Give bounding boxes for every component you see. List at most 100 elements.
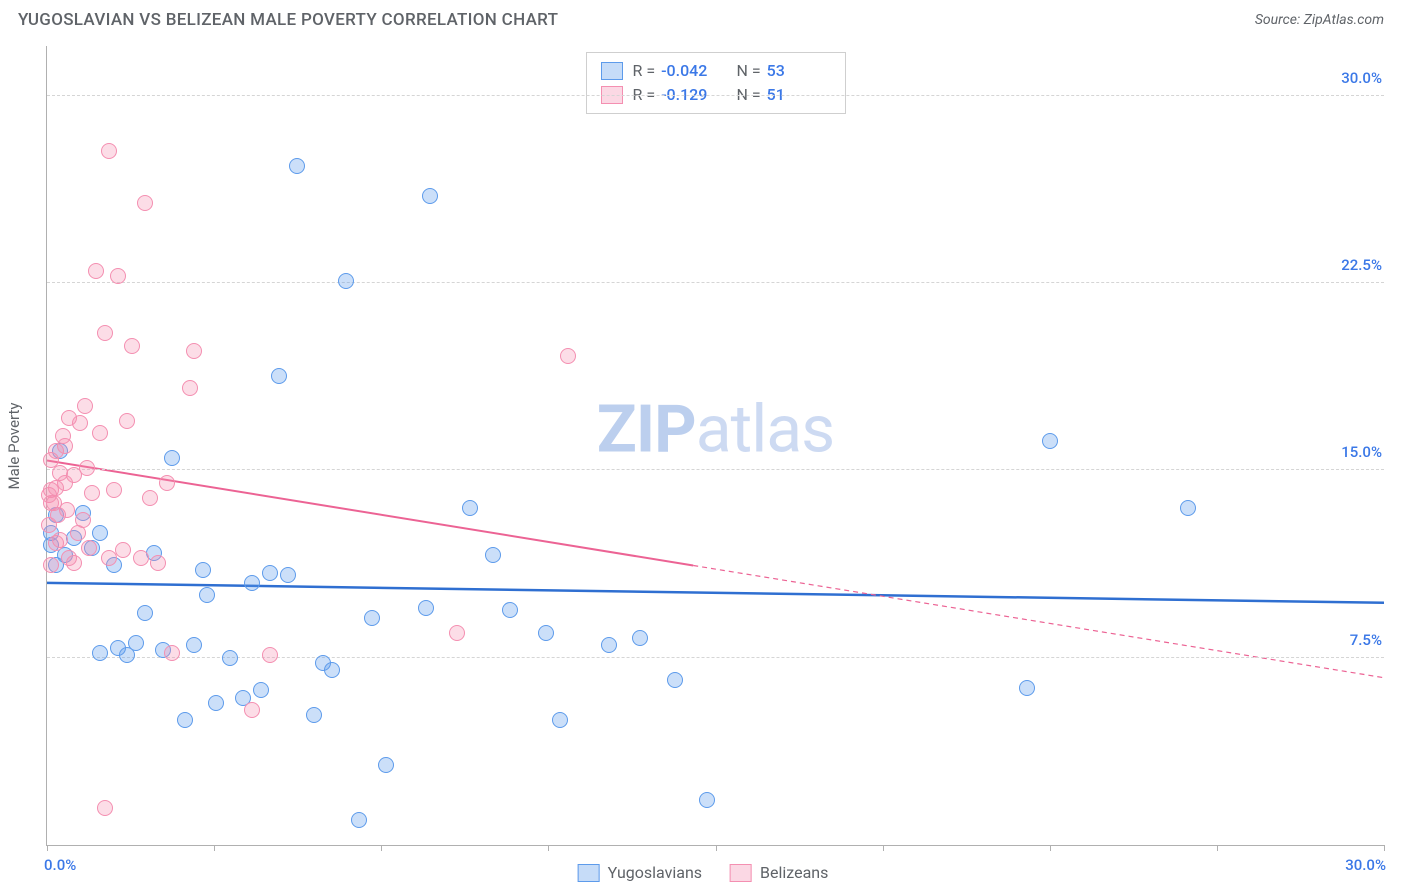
data-point-belizeans	[186, 343, 202, 359]
trend-lines	[47, 46, 1384, 845]
gridline	[47, 282, 1384, 283]
watermark: ZIPatlas	[597, 391, 834, 468]
data-point-yugoslavians	[1042, 433, 1058, 449]
data-point-belizeans	[133, 550, 149, 566]
data-point-yugoslavians	[306, 707, 322, 723]
legend-item-belizeans: Belizeans	[730, 863, 828, 882]
data-point-yugoslavians	[485, 547, 501, 563]
swatch-yugoslavians	[578, 864, 600, 882]
plot-area: ZIPatlas R =-0.042N =53R =-0.129N =51 7.…	[46, 46, 1384, 846]
data-point-belizeans	[75, 512, 91, 528]
gridline	[47, 469, 1384, 470]
data-point-yugoslavians	[418, 600, 434, 616]
data-point-belizeans	[43, 557, 59, 573]
data-point-belizeans	[59, 502, 75, 518]
data-point-belizeans	[182, 380, 198, 396]
corr-row-yugoslavians: R =-0.042N =53	[601, 59, 831, 83]
data-point-yugoslavians	[351, 812, 367, 828]
data-point-yugoslavians	[208, 695, 224, 711]
data-point-yugoslavians	[1180, 500, 1196, 516]
data-point-yugoslavians	[199, 587, 215, 603]
data-point-belizeans	[137, 195, 153, 211]
data-point-belizeans	[560, 348, 576, 364]
data-point-belizeans	[57, 438, 73, 454]
x-tick	[381, 845, 382, 851]
data-point-belizeans	[92, 425, 108, 441]
y-axis-label: Male Poverty	[5, 403, 23, 490]
gridline	[47, 657, 1384, 658]
legend-item-yugoslavians: Yugoslavians	[578, 863, 702, 882]
data-point-belizeans	[77, 398, 93, 414]
data-point-belizeans	[159, 475, 175, 491]
data-point-yugoslavians	[667, 672, 683, 688]
source-credit: Source: ZipAtlas.com	[1255, 12, 1384, 28]
data-point-yugoslavians	[289, 158, 305, 174]
data-point-yugoslavians	[195, 562, 211, 578]
data-point-belizeans	[66, 555, 82, 571]
data-point-yugoslavians	[271, 368, 287, 384]
x-tick	[1217, 845, 1218, 851]
data-point-belizeans	[72, 415, 88, 431]
gridline	[47, 95, 1384, 96]
x-tick	[1384, 845, 1385, 851]
data-point-belizeans	[97, 325, 113, 341]
y-tick-label: 30.0%	[1337, 69, 1386, 87]
data-point-belizeans	[88, 263, 104, 279]
data-point-yugoslavians	[244, 575, 260, 591]
data-point-yugoslavians	[92, 645, 108, 661]
data-point-belizeans	[84, 485, 100, 501]
x-tick	[716, 845, 717, 851]
data-point-yugoslavians	[502, 602, 518, 618]
data-point-belizeans	[262, 647, 278, 663]
data-point-belizeans	[449, 625, 465, 641]
data-point-belizeans	[115, 542, 131, 558]
x-tick	[883, 845, 884, 851]
y-tick-label: 7.5%	[1346, 631, 1386, 649]
data-point-yugoslavians	[137, 605, 153, 621]
swatch-yugoslavians	[601, 62, 623, 80]
data-point-yugoslavians	[538, 625, 554, 641]
data-point-yugoslavians	[422, 188, 438, 204]
data-point-yugoslavians	[92, 525, 108, 541]
data-point-belizeans	[244, 702, 260, 718]
swatch-belizeans	[730, 864, 752, 882]
data-point-belizeans	[81, 540, 97, 556]
data-point-belizeans	[97, 800, 113, 816]
data-point-belizeans	[150, 555, 166, 571]
data-point-yugoslavians	[462, 500, 478, 516]
series-legend: Yugoslavians Belizeans	[578, 863, 829, 882]
x-tick	[47, 845, 48, 851]
data-point-yugoslavians	[262, 565, 278, 581]
data-point-yugoslavians	[324, 662, 340, 678]
chart-header: YUGOSLAVIAN VS BELIZEAN MALE POVERTY COR…	[0, 0, 1406, 36]
data-point-yugoslavians	[128, 635, 144, 651]
data-point-belizeans	[119, 413, 135, 429]
x-tick	[214, 845, 215, 851]
data-point-belizeans	[164, 645, 180, 661]
data-point-belizeans	[124, 338, 140, 354]
data-point-yugoslavians	[253, 682, 269, 698]
x-axis-min-label: 0.0%	[44, 856, 76, 874]
data-point-belizeans	[101, 143, 117, 159]
correlation-legend: R =-0.042N =53R =-0.129N =51	[586, 52, 846, 114]
data-point-belizeans	[52, 532, 68, 548]
data-point-yugoslavians	[280, 567, 296, 583]
data-point-yugoslavians	[177, 712, 193, 728]
data-point-yugoslavians	[1019, 680, 1035, 696]
data-point-belizeans	[79, 460, 95, 476]
x-tick	[1050, 845, 1051, 851]
plot-wrap: ZIPatlas R =-0.042N =53R =-0.129N =51 7.…	[46, 46, 1384, 846]
data-point-yugoslavians	[632, 630, 648, 646]
data-point-yugoslavians	[186, 637, 202, 653]
data-point-yugoslavians	[601, 637, 617, 653]
data-point-yugoslavians	[222, 650, 238, 666]
data-point-yugoslavians	[364, 610, 380, 626]
y-tick-label: 15.0%	[1337, 443, 1386, 461]
data-point-belizeans	[142, 490, 158, 506]
x-tick	[548, 845, 549, 851]
data-point-yugoslavians	[378, 757, 394, 773]
data-point-belizeans	[110, 268, 126, 284]
data-point-yugoslavians	[338, 273, 354, 289]
data-point-yugoslavians	[164, 450, 180, 466]
data-point-yugoslavians	[699, 792, 715, 808]
